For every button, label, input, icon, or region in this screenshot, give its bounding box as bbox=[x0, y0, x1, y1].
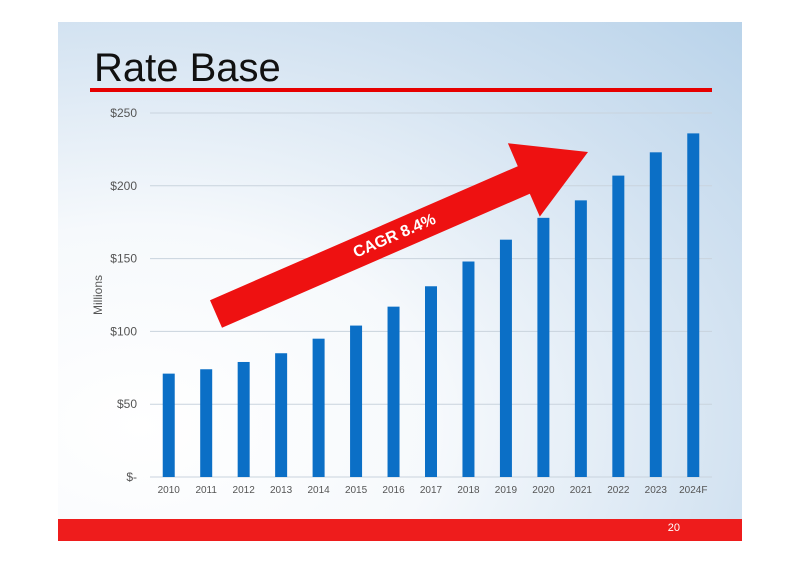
title-underline bbox=[90, 88, 712, 92]
bar bbox=[275, 353, 288, 477]
x-tick-label: 2012 bbox=[233, 485, 256, 496]
bar bbox=[237, 361, 250, 477]
y-axis-label: Millions bbox=[91, 275, 105, 315]
bar bbox=[649, 152, 662, 477]
bars bbox=[162, 133, 700, 478]
x-tick-label: 2023 bbox=[645, 485, 668, 496]
x-tick-label: 2024F bbox=[679, 485, 707, 496]
x-tick-label: 2019 bbox=[495, 485, 518, 496]
slide: Rate Base $- $50 $100 $150 $200 $250 2010 2011… bbox=[58, 22, 742, 541]
x-tick-label: 2013 bbox=[270, 485, 293, 496]
y-tick-labels: $- $50 $100 $150 $200 $250 bbox=[110, 106, 137, 484]
bar bbox=[574, 200, 587, 478]
bar bbox=[200, 369, 213, 477]
x-tick-label: 2021 bbox=[570, 485, 593, 496]
y-tick-label: $100 bbox=[110, 324, 137, 338]
bar bbox=[499, 239, 512, 477]
y-tick-label: $250 bbox=[110, 106, 137, 120]
cagr-arrow: CAGR 8.4% bbox=[210, 143, 588, 328]
slide-title: Rate Base bbox=[94, 46, 281, 90]
x-tick-label: 2016 bbox=[382, 485, 405, 496]
bar bbox=[162, 373, 175, 477]
x-tick-label: 2022 bbox=[607, 485, 630, 496]
bar bbox=[312, 338, 325, 477]
x-tick-label: 2015 bbox=[345, 485, 368, 496]
bar bbox=[537, 217, 550, 477]
bar bbox=[612, 175, 625, 477]
x-tick-label: 2020 bbox=[532, 485, 555, 496]
bar bbox=[687, 133, 700, 477]
bar bbox=[462, 261, 475, 477]
y-tick-label: $50 bbox=[117, 397, 137, 411]
x-tick-label: 2018 bbox=[457, 485, 480, 496]
y-tick-label: $150 bbox=[110, 252, 137, 266]
bar bbox=[425, 286, 437, 477]
cagr-arrow-shape bbox=[210, 143, 588, 328]
y-tick-label: $- bbox=[126, 470, 137, 484]
x-tick-label: 2010 bbox=[158, 485, 181, 496]
x-tick-label: 2011 bbox=[195, 485, 217, 496]
y-tick-label: $200 bbox=[110, 179, 137, 193]
x-tick-label: 2014 bbox=[307, 485, 330, 496]
page-number: 20 bbox=[667, 522, 680, 534]
rate-base-bar-chart: $-$50$100$150$200$250 2010 2011 2012 2013 20… bbox=[91, 106, 712, 496]
footer-bar: 20 bbox=[58, 519, 742, 541]
bar bbox=[350, 325, 363, 477]
bar bbox=[387, 306, 400, 477]
x-tick-labels: 2010 2011 2012 2013 2014 2015 2016 2017 2018 2019… bbox=[158, 485, 708, 496]
x-tick-label: 2017 bbox=[420, 485, 443, 496]
